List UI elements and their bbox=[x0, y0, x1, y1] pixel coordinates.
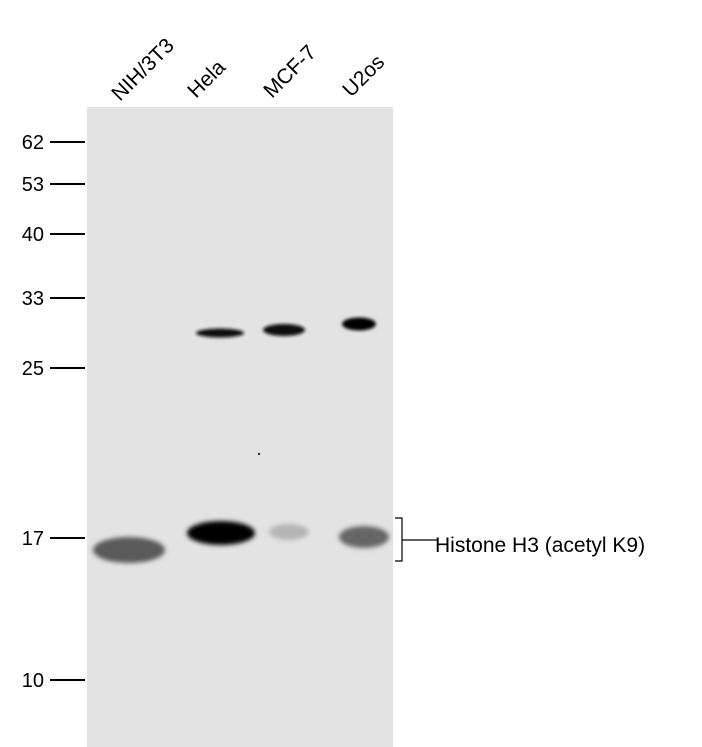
marker-label: 17 bbox=[22, 528, 44, 550]
band-u2os-17 bbox=[339, 526, 389, 548]
lane-label-mcf7: MCF-7 bbox=[259, 41, 321, 103]
lane-labels: NIH/3T3 Hela MCF-7 U2os bbox=[107, 34, 389, 106]
membrane bbox=[87, 107, 393, 747]
bands bbox=[93, 317, 389, 563]
band-nih3t3-17 bbox=[93, 537, 165, 563]
band-hela-17 bbox=[187, 521, 255, 545]
marker-label: 53 bbox=[22, 174, 44, 196]
band-mcf7-upper bbox=[263, 324, 305, 336]
band-mcf7-17 bbox=[269, 524, 309, 540]
marker-label: 33 bbox=[22, 288, 44, 310]
lane-label-nih3t3: NIH/3T3 bbox=[107, 34, 179, 106]
band-hela-upper bbox=[196, 328, 244, 338]
marker-label: 10 bbox=[22, 670, 44, 692]
marker-label: 25 bbox=[22, 358, 44, 380]
membrane-speck bbox=[257, 452, 261, 456]
bracket bbox=[395, 517, 403, 562]
lane-label-u2os: U2os bbox=[338, 51, 389, 102]
band-label: Histone H3 (acetyl K9) bbox=[435, 534, 645, 557]
lane-label-hela: Hela bbox=[183, 56, 230, 103]
marker-label: 40 bbox=[22, 224, 44, 246]
band-u2os-upper bbox=[342, 317, 376, 331]
marker-ladder: 62 53 40 33 25 17 10 bbox=[22, 132, 85, 692]
marker-label: 62 bbox=[22, 132, 44, 154]
band-annotation: Histone H3 (acetyl K9) bbox=[395, 517, 645, 562]
